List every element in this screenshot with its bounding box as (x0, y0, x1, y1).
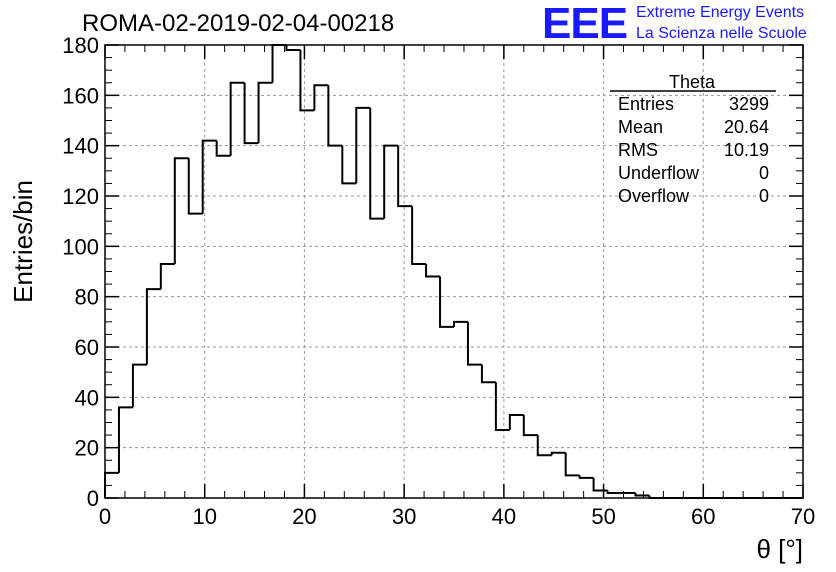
histogram-bin (313, 84, 329, 111)
histogram-bin (369, 107, 385, 220)
histogram-bin (578, 475, 594, 479)
histogram-bin (564, 452, 580, 477)
histogram-bin (453, 320, 468, 327)
histogram-bin (439, 276, 454, 328)
histogram-bin (201, 139, 217, 214)
histogram-bin (257, 81, 273, 144)
y-tick-label: 20 (75, 436, 99, 461)
histogram-bin (634, 492, 650, 497)
histogram-bin (145, 288, 161, 365)
histogram-bin (215, 140, 231, 157)
stats-label: Mean (618, 117, 663, 137)
stats-label: Entries (618, 94, 674, 114)
histogram-bin (243, 82, 259, 145)
histogram-bin (355, 106, 371, 184)
stats-label: Overflow (618, 186, 690, 206)
stats-label: Underflow (618, 163, 700, 183)
grid (105, 45, 803, 498)
histogram-bin (480, 364, 496, 384)
histogram-bin (341, 145, 357, 185)
stats-value: 20.64 (724, 117, 769, 137)
y-axis-title: Entries/bin (8, 180, 38, 303)
histogram-bin (411, 206, 427, 265)
y-tick-label: 180 (62, 33, 99, 58)
y-tick-label: 60 (75, 335, 99, 360)
y-tick-label: 40 (75, 385, 99, 410)
stats-title: Theta (669, 72, 716, 92)
histogram-bin (327, 85, 343, 147)
histogram-bin (592, 477, 608, 492)
y-tick-label: 80 (75, 285, 99, 310)
histogram-bin (187, 158, 203, 215)
histogram-bin (550, 451, 566, 456)
x-tick-label: 0 (99, 504, 111, 529)
histogram-bin (508, 413, 524, 431)
x-tick-label: 40 (492, 504, 516, 529)
y-tick-label: 120 (62, 184, 99, 209)
histogram-bin (522, 414, 538, 437)
x-tick-label: 60 (691, 504, 715, 529)
x-tick-label: 10 (192, 504, 216, 529)
y-tick-label: 160 (62, 83, 99, 108)
axis-ticks (104, 44, 804, 499)
histogram-bin (536, 435, 552, 457)
histogram-bin (285, 45, 301, 52)
x-tick-label: 70 (791, 504, 815, 529)
histogram-bin (425, 263, 441, 278)
histogram-bin (159, 262, 175, 290)
histogram-bin (466, 321, 482, 366)
histogram-bin (173, 157, 189, 264)
x-tick-labels: 0 10 20 30 40 50 60 70 (99, 504, 815, 529)
eee-logo: EEE (542, 0, 628, 48)
x-tick-label: 20 (292, 504, 316, 529)
x-tick-label: 50 (591, 504, 615, 529)
histogram-bin (229, 81, 245, 156)
y-tick-label: 0 (87, 486, 99, 511)
logo-line-1: Extreme Energy Events (636, 4, 805, 21)
histogram-bin (397, 145, 413, 208)
histogram-bin (383, 144, 399, 219)
y-tick-label: 100 (62, 234, 99, 259)
x-axis-title: θ [°] (756, 534, 803, 564)
histogram-bin (606, 490, 622, 494)
histogram-bin (299, 50, 315, 112)
logo-line-2: La Scienza nelle Scuole (636, 25, 807, 42)
stats-value: 3299 (729, 94, 769, 114)
stats-box: Theta Entries 3299 Mean 20.64 RMS 10.19 … (610, 72, 776, 206)
y-tick-label: 140 (62, 134, 99, 159)
histogram-bin (494, 382, 510, 432)
chart-title: ROMA-02-2019-02-04-00218 (82, 10, 395, 37)
histogram-bin (117, 406, 133, 473)
y-tick-labels: 0 20 40 60 80 100 120 140 160 180 (62, 33, 99, 511)
stats-label: RMS (618, 140, 658, 160)
stats-value: 0 (759, 186, 769, 206)
x-tick-label: 30 (392, 504, 416, 529)
histogram-bars (104, 44, 803, 499)
stats-value: 10.19 (724, 140, 769, 160)
plot-frame (104, 44, 804, 499)
histogram-bin (131, 363, 147, 408)
stats-value: 0 (759, 163, 769, 183)
